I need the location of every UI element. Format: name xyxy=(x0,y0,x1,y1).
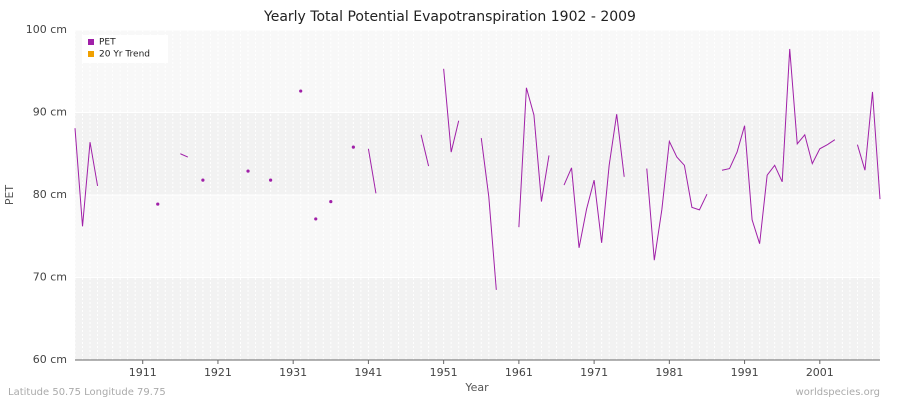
y-tick-label: 100 cm xyxy=(26,23,67,36)
legend-swatch xyxy=(88,39,94,45)
legend-swatch xyxy=(88,51,94,57)
data-line xyxy=(721,48,836,244)
data-point xyxy=(269,178,273,182)
data-point xyxy=(329,200,333,204)
grid-band xyxy=(75,112,880,195)
legend-box xyxy=(82,35,168,63)
grid-band xyxy=(75,30,880,113)
data-line xyxy=(646,139,708,261)
x-tick-label: 1931 xyxy=(279,366,307,379)
data-point xyxy=(299,89,303,93)
grid-band xyxy=(75,277,880,360)
data-line xyxy=(856,91,881,200)
data-line xyxy=(367,148,377,194)
x-tick-label: 1941 xyxy=(354,366,382,379)
data-line xyxy=(74,128,99,227)
x-tick-label: 1971 xyxy=(580,366,608,379)
x-tick-label: 1981 xyxy=(655,366,683,379)
data-line xyxy=(420,134,430,167)
data-point xyxy=(246,169,250,173)
y-tick-label: 60 cm xyxy=(33,353,67,366)
footer-left: Latitude 50.75 Longitude 79.75 xyxy=(8,387,166,398)
data-point xyxy=(314,217,318,221)
x-axis-label: Year xyxy=(464,381,489,394)
chart-title: Yearly Total Potential Evapotranspiratio… xyxy=(263,9,636,25)
legend-label: PET xyxy=(99,38,116,48)
legend: PET 20 Yr Trend xyxy=(82,35,168,63)
y-tick-label: 70 cm xyxy=(33,271,67,284)
x-tick-label: 1961 xyxy=(505,366,533,379)
data-line xyxy=(180,153,189,158)
data-line xyxy=(563,114,625,248)
data-point xyxy=(201,178,205,182)
data-line xyxy=(443,68,460,153)
legend-label: 20 Yr Trend xyxy=(99,50,150,60)
y-tick-label: 90 cm xyxy=(33,106,67,119)
grid-band xyxy=(75,195,880,278)
data-point xyxy=(156,202,160,206)
footer-right: worldspecies.org xyxy=(796,387,880,398)
y-tick-label: 80 cm xyxy=(33,188,67,201)
x-tick-label: 1911 xyxy=(129,366,157,379)
data-point xyxy=(351,145,355,149)
x-tick-label: 1951 xyxy=(430,366,458,379)
data-line xyxy=(480,138,497,290)
y-axis-label: PET xyxy=(3,185,16,206)
data-line xyxy=(518,87,550,228)
x-tick-label: 2001 xyxy=(806,366,834,379)
x-tick-label: 1991 xyxy=(731,366,759,379)
x-tick-label: 1921 xyxy=(204,366,232,379)
